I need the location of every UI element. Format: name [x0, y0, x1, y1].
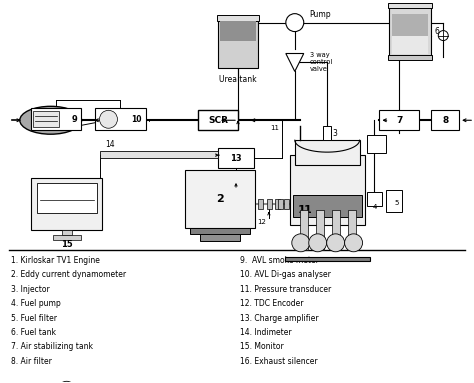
Bar: [258, 199, 263, 209]
Bar: [185, 170, 255, 228]
Bar: [386, 190, 402, 212]
Text: 5. Fuel filter: 5. Fuel filter: [11, 314, 57, 322]
Bar: [295, 140, 360, 165]
Text: 10: 10: [131, 115, 142, 124]
Bar: [217, 15, 259, 21]
Text: 3. Injector: 3. Injector: [11, 285, 50, 294]
Bar: [390, 6, 431, 57]
Bar: [31, 108, 81, 130]
Bar: [200, 234, 240, 241]
Text: 6: 6: [435, 27, 440, 36]
Text: Pump: Pump: [310, 10, 331, 19]
Bar: [36, 183, 97, 213]
Text: 1: 1: [304, 205, 311, 215]
Bar: [323, 126, 331, 140]
Text: 9.  AVL smoke meter: 9. AVL smoke meter: [240, 256, 319, 265]
Text: 10. AVL Di-gas analyser: 10. AVL Di-gas analyser: [240, 270, 331, 279]
Bar: [366, 192, 383, 206]
Text: 7: 7: [396, 116, 402, 125]
Bar: [285, 257, 370, 261]
Text: 7. Air stabilizing tank: 7. Air stabilizing tank: [11, 342, 93, 352]
Bar: [431, 110, 459, 130]
Text: 15. Monitor: 15. Monitor: [240, 342, 284, 352]
Bar: [275, 199, 280, 209]
Text: 16: 16: [43, 115, 58, 125]
Text: 8. Air filter: 8. Air filter: [11, 357, 52, 366]
Text: 12. TDC Encoder: 12. TDC Encoder: [240, 299, 303, 308]
Bar: [389, 3, 432, 8]
Bar: [218, 148, 254, 168]
Text: 13: 13: [230, 154, 242, 163]
Bar: [31, 178, 102, 230]
Bar: [53, 235, 81, 240]
Bar: [33, 111, 59, 127]
Bar: [347, 210, 356, 250]
Text: 3: 3: [332, 129, 337, 138]
Bar: [290, 155, 365, 225]
Text: Urea tank: Urea tank: [219, 75, 257, 84]
Circle shape: [438, 31, 448, 41]
Text: 8: 8: [442, 116, 448, 125]
Bar: [389, 56, 432, 61]
Text: 16. Exhaust silencer: 16. Exhaust silencer: [240, 357, 318, 366]
Bar: [392, 14, 428, 36]
Text: 3 way
control
valve: 3 way control valve: [310, 52, 333, 72]
Text: .: .: [148, 114, 151, 124]
Text: 14: 14: [106, 140, 115, 149]
Text: 4. Fuel pump: 4. Fuel pump: [11, 299, 61, 308]
Circle shape: [292, 234, 310, 252]
Bar: [198, 110, 238, 130]
Bar: [392, 36, 428, 54]
Bar: [267, 199, 272, 209]
Text: 4: 4: [372, 204, 377, 210]
Text: SCR: SCR: [208, 116, 228, 125]
Bar: [94, 108, 146, 130]
Text: 12: 12: [257, 219, 266, 225]
Circle shape: [327, 234, 345, 252]
Bar: [100, 151, 218, 158]
Bar: [293, 195, 362, 217]
Circle shape: [309, 234, 327, 252]
Text: 13. Charge amplifier: 13. Charge amplifier: [240, 314, 319, 322]
Bar: [218, 19, 258, 69]
Polygon shape: [286, 54, 304, 72]
Bar: [300, 210, 308, 250]
Text: 14. Indimeter: 14. Indimeter: [240, 328, 292, 337]
Bar: [380, 110, 419, 130]
Text: 2: 2: [216, 194, 224, 204]
Circle shape: [345, 234, 363, 252]
Text: 9: 9: [72, 115, 77, 124]
Text: 1. Kirloskar TV1 Engine: 1. Kirloskar TV1 Engine: [11, 256, 100, 265]
Bar: [366, 135, 386, 153]
Bar: [220, 21, 256, 41]
Text: 11. Pressure transducer: 11. Pressure transducer: [240, 285, 331, 294]
Bar: [190, 228, 250, 234]
Bar: [62, 230, 72, 235]
Bar: [316, 210, 324, 250]
Text: 5: 5: [394, 200, 399, 206]
Bar: [278, 199, 283, 209]
Text: 15: 15: [61, 240, 73, 249]
Text: 11: 11: [270, 125, 279, 131]
Ellipse shape: [20, 106, 82, 134]
Circle shape: [286, 14, 304, 31]
Text: 6. Fuel tank: 6. Fuel tank: [11, 328, 56, 337]
Text: 2. Eddy current dynamometer: 2. Eddy current dynamometer: [11, 270, 126, 279]
Circle shape: [100, 110, 118, 128]
Bar: [284, 199, 289, 209]
Bar: [332, 210, 340, 250]
Text: 1: 1: [298, 205, 306, 215]
